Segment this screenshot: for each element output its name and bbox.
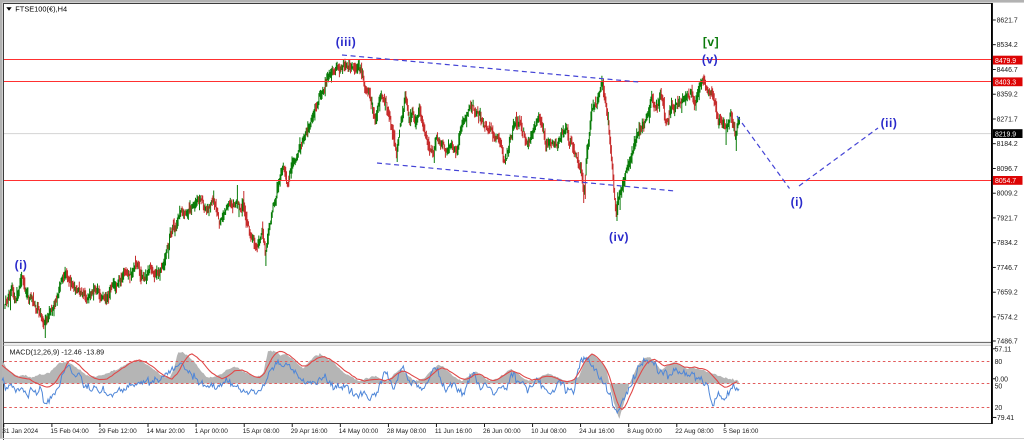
svg-text:31 Jan 2024: 31 Jan 2024 [2,428,38,435]
svg-text:8479.9: 8479.9 [995,58,1016,65]
svg-text:8403.3: 8403.3 [995,80,1016,87]
svg-text:8054.7: 8054.7 [995,178,1016,185]
svg-text:28 May 08:00: 28 May 08:00 [387,428,427,435]
svg-text:8271.7: 8271.7 [997,117,1018,124]
svg-text:8009.2: 8009.2 [997,191,1018,198]
svg-text:7659.2: 7659.2 [997,290,1018,297]
svg-text:20: 20 [995,405,1003,412]
svg-text:8446.7: 8446.7 [997,67,1018,74]
svg-text:8219.9: 8219.9 [995,131,1016,138]
svg-text:(v): (v) [702,53,718,67]
svg-text:29 Apr 16:00: 29 Apr 16:00 [291,428,328,435]
svg-text:14 Mar 20:00: 14 Mar 20:00 [147,428,186,435]
svg-text:5 Sep 16:00: 5 Sep 16:00 [723,428,758,435]
svg-text:11 Jun 16:00: 11 Jun 16:00 [435,428,472,435]
svg-text:57.11: 57.11 [995,346,1012,353]
svg-text:29 Feb 12:00: 29 Feb 12:00 [98,428,137,435]
svg-text:26 Jun 00:00: 26 Jun 00:00 [483,428,521,435]
svg-text:22 Aug 08:00: 22 Aug 08:00 [675,428,714,435]
svg-text:7746.7: 7746.7 [997,265,1018,272]
svg-text:8359.2: 8359.2 [997,92,1018,99]
svg-text:8 Aug 00:00: 8 Aug 00:00 [627,428,662,435]
svg-text:80: 80 [995,359,1003,366]
svg-text:14 May 00:00: 14 May 00:00 [339,428,379,435]
svg-text:[v]: [v] [703,35,719,49]
svg-text:MACD(12,26,9) -12.46 -13.89: MACD(12,26,9) -12.46 -13.89 [10,348,105,357]
svg-text:8621.7: 8621.7 [997,18,1018,25]
svg-text:(iii): (iii) [336,35,357,49]
svg-text:7921.7: 7921.7 [997,215,1018,222]
svg-text:-79.41: -79.41 [995,415,1015,422]
svg-text:1 Apr 00:00: 1 Apr 00:00 [195,428,229,435]
svg-text:7834.2: 7834.2 [997,240,1018,247]
svg-text:(i): (i) [791,195,804,209]
svg-text:0.00: 0.00 [995,376,1009,383]
svg-text:FTSE100(€),H4: FTSE100(€),H4 [15,5,67,14]
svg-text:50: 50 [995,383,1003,390]
svg-text:15 Feb 04:00: 15 Feb 04:00 [50,428,89,435]
svg-text:8184.2: 8184.2 [997,141,1018,148]
svg-text:(iv): (iv) [609,230,629,244]
svg-text:7574.2: 7574.2 [997,314,1018,321]
svg-text:24 Jul 16:00: 24 Jul 16:00 [579,428,615,435]
svg-text:10 Jul 08:00: 10 Jul 08:00 [531,428,567,435]
svg-text:8534.2: 8534.2 [997,42,1018,49]
svg-text:15 Apr 08:00: 15 Apr 08:00 [243,428,280,435]
svg-text:7486.7: 7486.7 [997,339,1018,346]
svg-text:(i): (i) [15,258,28,272]
svg-text:(ii): (ii) [881,116,898,130]
svg-text:8096.7: 8096.7 [997,166,1018,173]
